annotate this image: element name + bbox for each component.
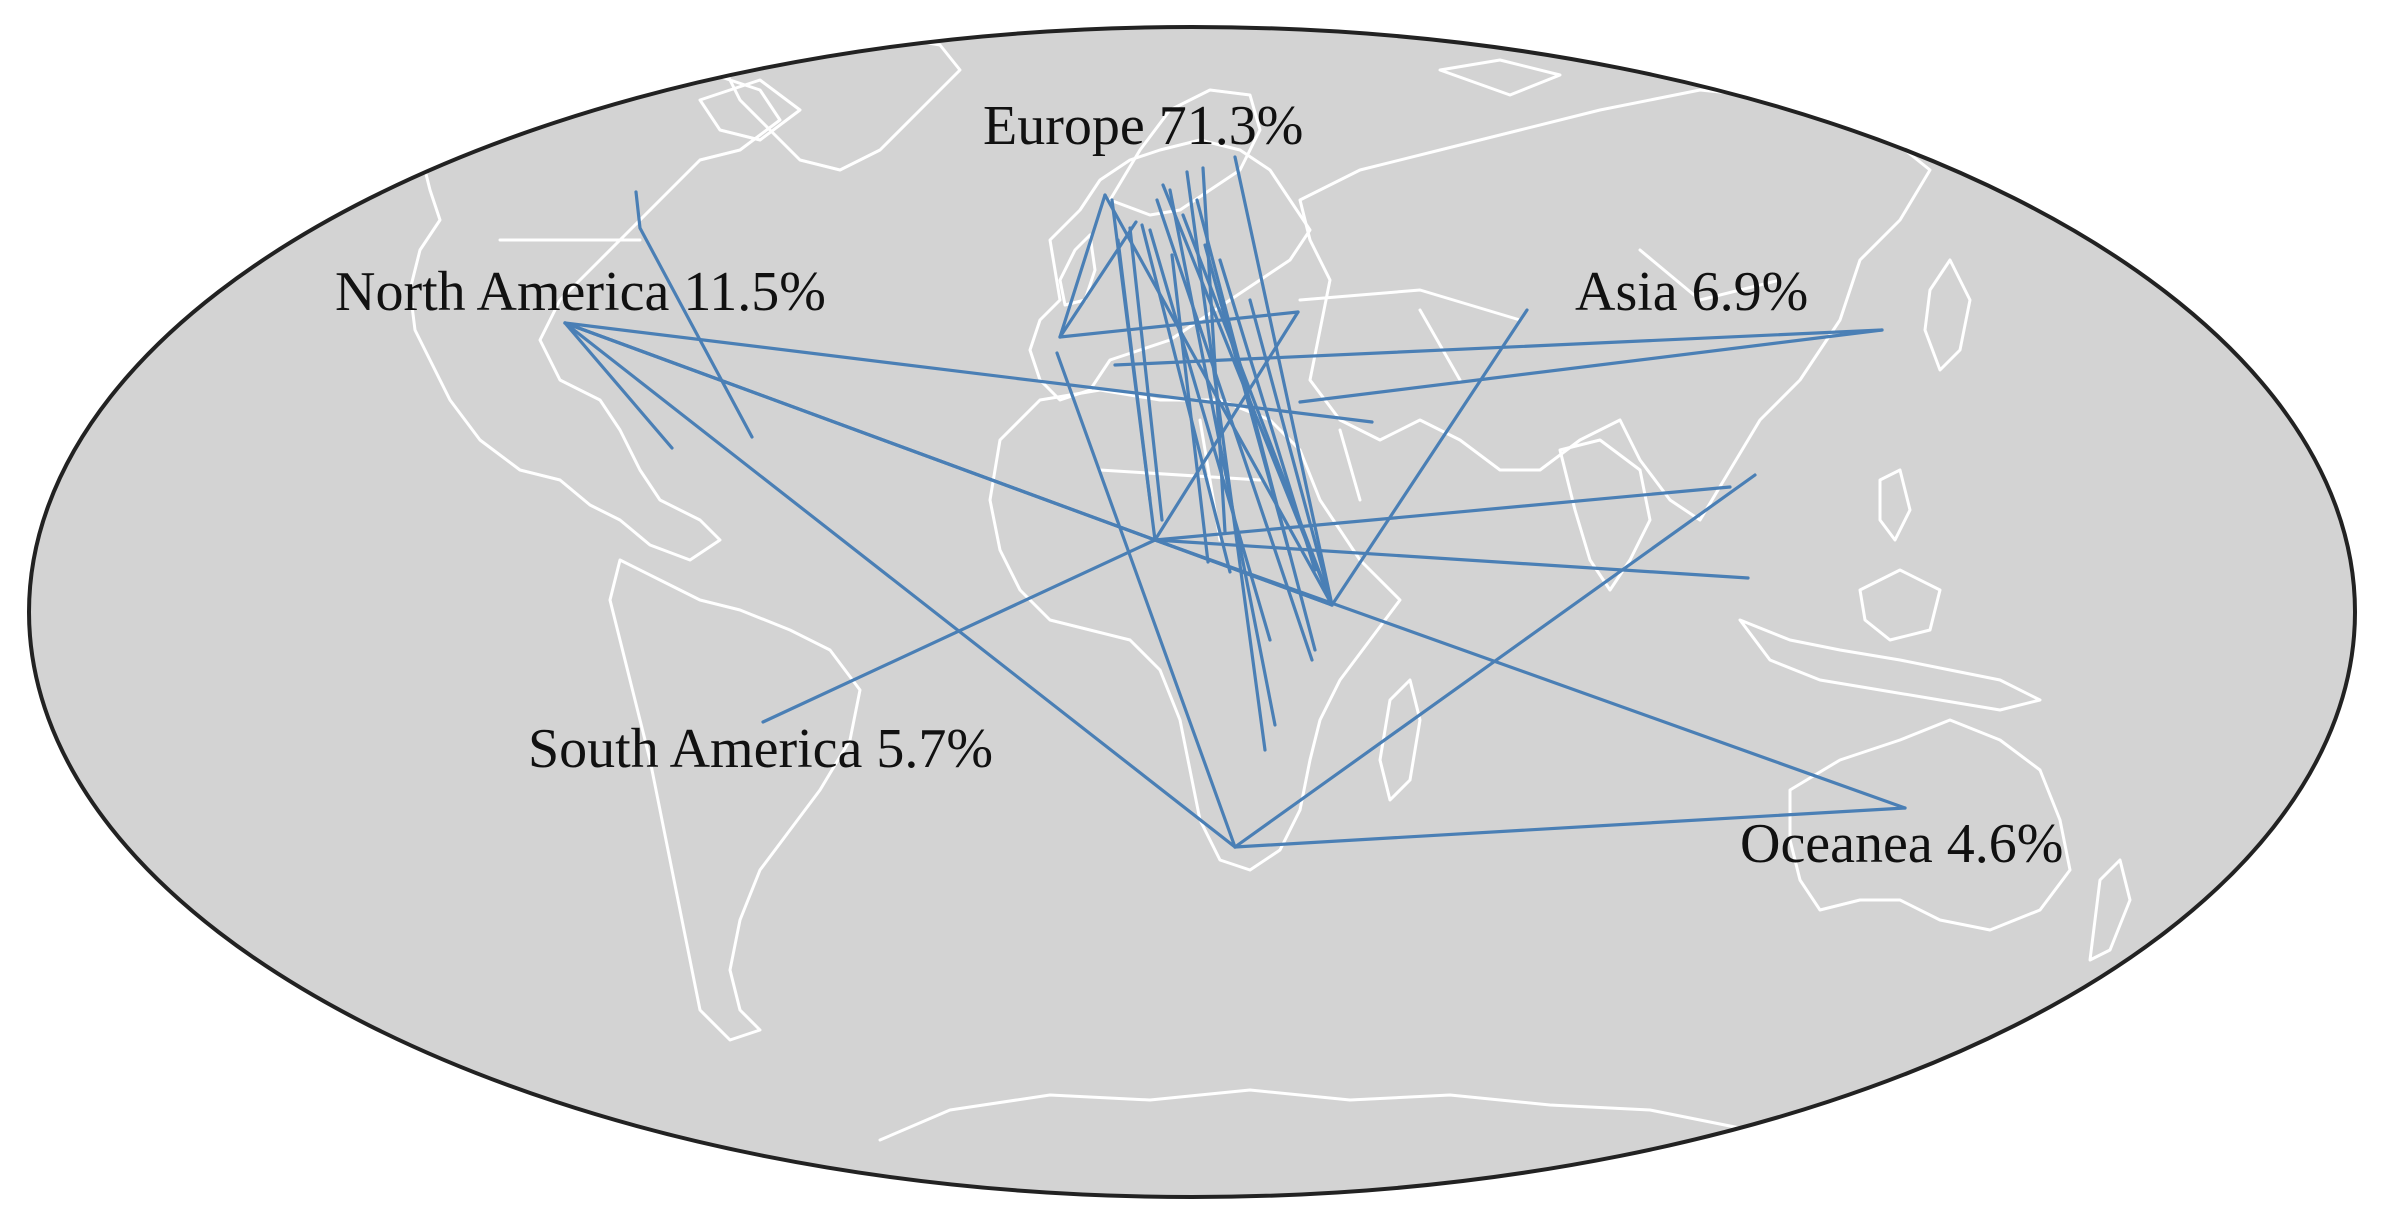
route-line xyxy=(1140,223,1232,574)
label-asia: Asia 6.9% xyxy=(1575,261,1808,323)
label-north-america: North America 11.5% xyxy=(335,261,826,323)
route-line xyxy=(1233,806,1907,849)
coastline-new-zealand xyxy=(2088,858,2132,962)
route-line xyxy=(1153,538,1750,580)
coastline-south-america xyxy=(608,558,862,1042)
route-line xyxy=(1148,228,1272,642)
label-europe: Europe 71.3% xyxy=(983,95,1303,157)
migration-routes xyxy=(563,155,1907,849)
route-line xyxy=(634,190,754,439)
coastline-madagascar xyxy=(1378,678,1422,802)
coastline-asia xyxy=(1298,88,1932,522)
coastline-philippines xyxy=(1878,468,1912,542)
route-line xyxy=(1116,238,1152,502)
coastline-antarctica xyxy=(878,1088,1752,1142)
route-line xyxy=(1153,485,1732,542)
route-line xyxy=(563,321,674,450)
coastline-north-america xyxy=(408,68,782,562)
country-borders xyxy=(498,238,1782,542)
globe-outline xyxy=(27,25,2357,1199)
coastlines xyxy=(408,33,2132,1142)
route-line xyxy=(1113,328,1884,367)
route-line xyxy=(1153,310,1300,542)
route-line xyxy=(1233,473,1757,849)
route-line xyxy=(1170,253,1210,564)
label-south-america: South America 5.7% xyxy=(528,718,993,780)
coastline-borneo xyxy=(1858,568,1942,642)
route-line xyxy=(1168,188,1277,727)
coastline-britain xyxy=(1058,233,1097,307)
route-line xyxy=(1330,308,1529,607)
route-line xyxy=(563,321,1237,849)
route-line xyxy=(761,538,1157,724)
route-line xyxy=(563,321,1157,542)
region-labels: Europe 71.3% North America 11.5% Asia 6.… xyxy=(335,95,2063,875)
route-line xyxy=(1185,170,1267,752)
route-line xyxy=(1298,328,1884,404)
route-line xyxy=(1218,258,1317,572)
coastline-india xyxy=(1558,438,1652,592)
label-oceanea: Oceanea 4.6% xyxy=(1740,813,2063,875)
coastline-scandinavia xyxy=(1108,88,1262,217)
coastline-japan xyxy=(1923,258,1972,372)
route-line xyxy=(1203,243,1292,557)
coastline-australia xyxy=(1788,718,2072,932)
route-line xyxy=(1248,298,1334,607)
coastline-europe xyxy=(1028,138,1312,402)
route-line xyxy=(1128,226,1164,522)
route-line xyxy=(1058,193,1107,339)
coastline-arctic-islands xyxy=(698,58,1562,142)
globe-background xyxy=(29,27,2355,1197)
route-line xyxy=(1103,193,1334,607)
route-line xyxy=(1233,155,1334,607)
route-line xyxy=(1055,351,1237,849)
route-line xyxy=(1058,220,1138,339)
coastline-indonesia xyxy=(1738,618,2042,712)
